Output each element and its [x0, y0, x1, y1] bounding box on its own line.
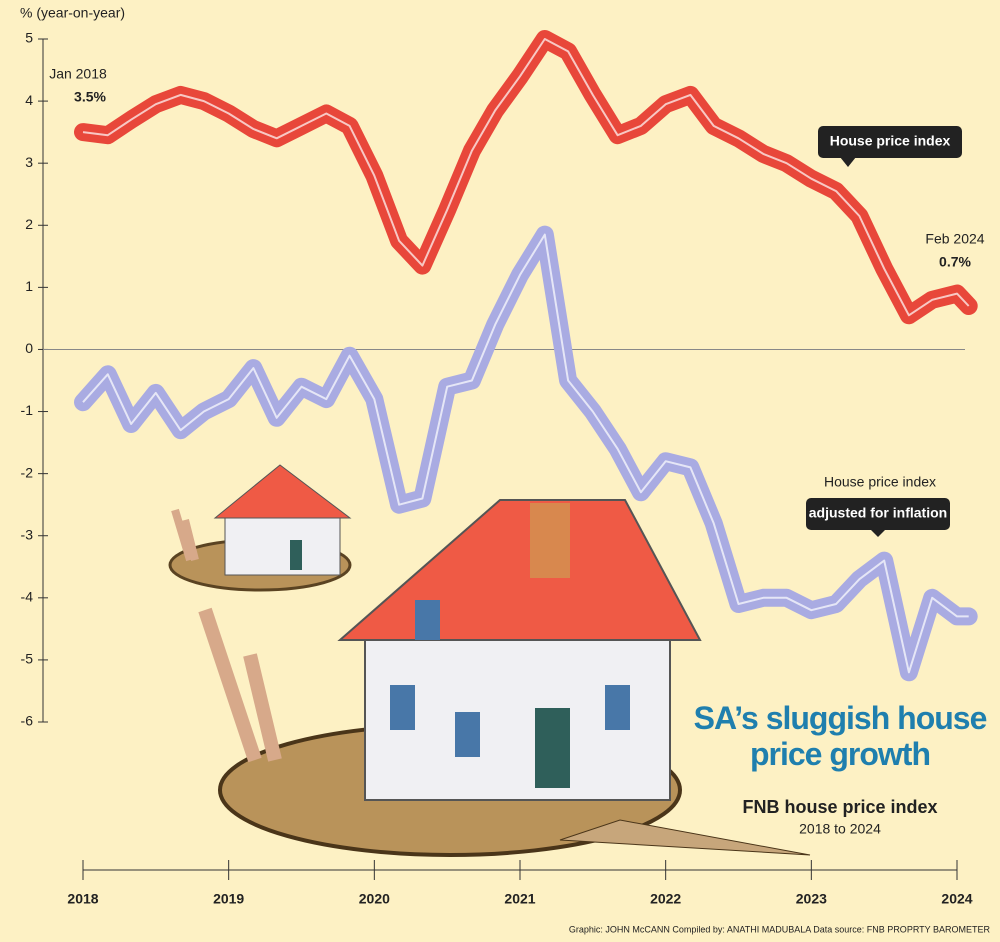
- x-tick-label: 2023: [796, 891, 827, 907]
- y-axis-label: % (year-on-year): [20, 5, 125, 21]
- legend-box: [806, 498, 950, 530]
- y-tick-label: 5: [25, 30, 33, 46]
- y-tick-label: -4: [21, 589, 34, 605]
- y-tick-label: 0: [25, 340, 33, 356]
- snail-house-illustration: [168, 464, 811, 857]
- y-tick-label: -1: [21, 402, 34, 418]
- x-tick-label: 2019: [213, 891, 244, 907]
- y-tick-label: -6: [21, 713, 34, 729]
- legend-pointer: [870, 529, 886, 537]
- y-tick-label: 4: [25, 92, 33, 108]
- y-tick-label: -3: [21, 526, 34, 542]
- start-label: Jan 2018: [49, 66, 107, 82]
- end-label: Feb 2024: [925, 231, 984, 247]
- legend-label: adjusted for inflation: [809, 505, 947, 521]
- series-line-highlight: [82, 233, 969, 674]
- y-tick-label: 2: [25, 216, 33, 232]
- legend-box: [818, 126, 962, 158]
- x-tick-label: 2021: [504, 891, 535, 907]
- subtitle: FNB house price index: [742, 797, 937, 817]
- y-tick-label: -2: [21, 464, 34, 480]
- y-tick-label: 3: [25, 154, 33, 170]
- callout-top: House price index: [824, 474, 936, 490]
- legend-label: House price index: [830, 133, 951, 149]
- y-tick-label: -5: [21, 651, 34, 667]
- x-tick-label: 2020: [359, 891, 390, 907]
- chart-title: SA’s sluggish house price growth: [693, 700, 988, 772]
- x-tick-label: 2024: [941, 891, 972, 907]
- end-value: 0.7%: [939, 254, 971, 270]
- y-tick-label: 1: [25, 278, 33, 294]
- series-line-highlight: [82, 38, 970, 317]
- legend-pointer: [840, 157, 856, 167]
- credit: Graphic: JOHN McCANN Compiled by: ANATHI…: [569, 924, 991, 934]
- x-tick-label: 2018: [67, 891, 98, 907]
- period: 2018 to 2024: [799, 821, 881, 837]
- start-value: 3.5%: [74, 89, 106, 105]
- x-tick-label: 2022: [650, 891, 681, 907]
